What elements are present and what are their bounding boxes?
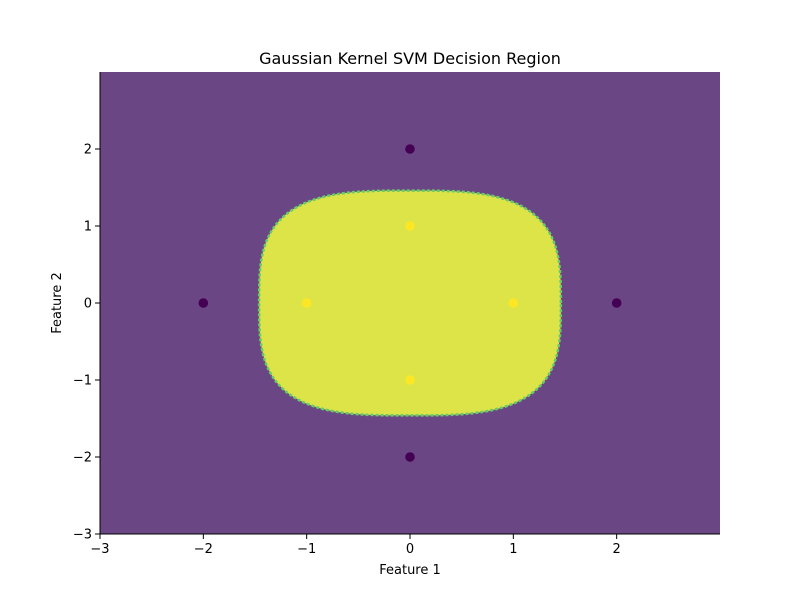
y-tick-label: 1 — [84, 220, 92, 235]
x-tick-label: 2 — [613, 542, 621, 557]
scatter-point-class-1 — [405, 375, 415, 385]
chart-title: Gaussian Kernel SVM Decision Region — [259, 49, 561, 68]
y-tick-label: −2 — [73, 451, 92, 466]
scatter-point-class-0 — [405, 144, 415, 154]
y-tick-label: 2 — [84, 143, 92, 158]
scatter-point-class-0 — [611, 298, 622, 308]
x-axis-label: Feature 1 — [379, 563, 441, 578]
decision-region-class-1 — [257, 189, 563, 417]
y-tick-label: −3 — [73, 528, 92, 543]
axes: −3 −2 −1 0 1 2 −3 −2 −1 0 1 2 — [73, 72, 720, 557]
y-tick-label: 0 — [84, 297, 92, 312]
y-axis-label: Feature 2 — [50, 272, 65, 334]
scatter-point-class-0 — [405, 452, 415, 462]
scatter-point-class-1 — [301, 298, 312, 308]
x-tick-label: 1 — [509, 542, 517, 557]
plot-area — [100, 72, 720, 534]
x-tick-label: −3 — [90, 542, 109, 557]
x-tick-label: 0 — [406, 542, 414, 557]
data-points — [198, 144, 622, 462]
x-tick-label: −2 — [194, 542, 213, 557]
scatter-point-class-1 — [405, 221, 415, 231]
x-tick-label: −1 — [297, 542, 316, 557]
y-tick-label: −1 — [73, 374, 92, 389]
scatter-point-class-0 — [198, 298, 209, 308]
scatter-point-class-1 — [508, 298, 519, 308]
